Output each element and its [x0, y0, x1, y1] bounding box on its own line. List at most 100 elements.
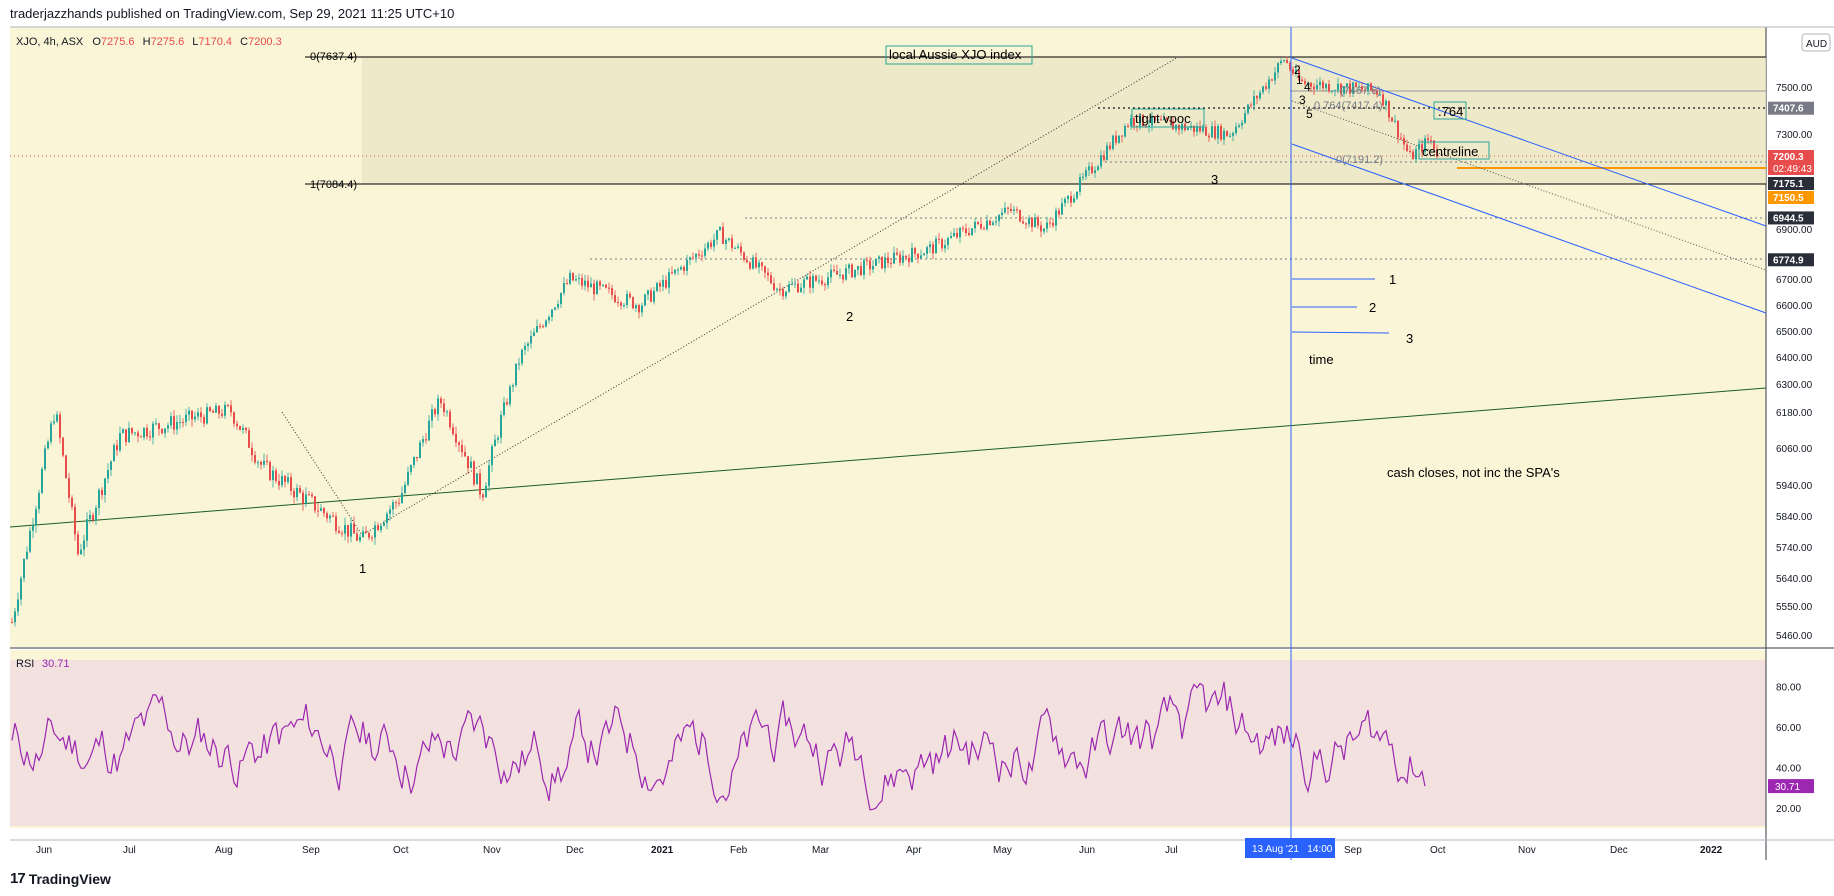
tradingview-logo-icon: 17	[10, 870, 26, 887]
fib-label-1: 1(7084.4)	[310, 179, 357, 191]
price-tick-0: 5460.00	[1776, 631, 1813, 642]
legend-high: 7275.6	[151, 36, 185, 48]
legend-low: 7170.4	[198, 36, 232, 48]
legend-symbol: XJO, 4h, ASX	[16, 36, 84, 48]
annotation-0-level: 0(7191.2)	[1336, 154, 1383, 166]
dotted-trendline	[281, 55, 1181, 536]
rsi-value-label: 30.71	[1775, 782, 1800, 793]
time-tick-13: Jul	[1165, 845, 1178, 856]
price-tick-8: 6300.00	[1776, 380, 1813, 391]
channel-lower	[1291, 143, 1767, 314]
legend-open: 7275.6	[101, 36, 135, 48]
price-tick-9: 6400.00	[1776, 353, 1813, 364]
annotation-centreline: centreline	[1422, 144, 1478, 159]
price-label-4: 6944.5	[1773, 213, 1804, 224]
price-labels: 7407.6 7200.3 7175.1 7150.5 6944.5 6774.9	[1768, 101, 1814, 267]
time-line-3	[1291, 331, 1390, 334]
annotation-time: time	[1309, 352, 1334, 367]
rsi-legend-label: RSI	[16, 658, 34, 670]
price-tick-2: 5640.00	[1776, 574, 1813, 585]
legend-close: 7200.3	[248, 36, 282, 48]
time-tick-8: Feb	[730, 845, 748, 856]
price-label-bg-2	[1768, 177, 1814, 190]
time-label-2: 2	[1369, 300, 1376, 315]
price-tick-12: 6700.00	[1776, 275, 1813, 286]
crosshair-date-badge	[1245, 838, 1335, 858]
wave-label-2: 2	[846, 309, 853, 324]
price-label-bg-4	[1768, 211, 1814, 225]
wave-label-top-5: 5	[1306, 107, 1313, 121]
annotation-7467-level: (7467.6)	[1340, 85, 1381, 97]
rsi-value-badge	[1768, 779, 1814, 794]
rsi-tick-3: 80.00	[1776, 682, 1801, 693]
time-tick-0: Jun	[36, 845, 52, 856]
time-tick-11: May	[993, 845, 1012, 856]
countdown-badge	[1768, 162, 1814, 175]
rsi-axis[interactable]: 20.00 40.00 60.00 80.00 30.71	[1768, 682, 1814, 815]
price-label-bg-3	[1768, 191, 1814, 204]
wave-label-top-3: 3	[1299, 93, 1306, 107]
annotation-box-centreline	[1418, 141, 1490, 160]
brand-name: TradingView	[28, 870, 111, 887]
time-tick-4: Oct	[393, 845, 409, 856]
wave-label-top-1: 1	[1296, 73, 1303, 87]
rsi-legend-value: 30.71	[42, 658, 70, 670]
annotation-box-xjo	[885, 45, 1033, 65]
price-axis[interactable]: 5460.00 5550.00 5640.00 5740.00 5840.00 5940.…	[1776, 83, 1813, 642]
wave-label-1: 1	[359, 561, 366, 576]
price-tick-1: 5550.00	[1776, 602, 1813, 613]
price-tick-4: 5840.00	[1776, 512, 1813, 523]
rsi-tick-1: 40.00	[1776, 763, 1801, 774]
price-tick-14: 7300.00	[1776, 130, 1813, 141]
price-label-5: 6774.9	[1773, 255, 1804, 266]
rsi-tick-0: 20.00	[1776, 804, 1801, 815]
price-label-3: 7150.5	[1773, 193, 1804, 204]
annotation-cash-closes: cash closes, not inc the SPA's	[1387, 465, 1560, 480]
fib-label-0: 0(7637.4)	[310, 51, 357, 63]
time-tick-9: Mar	[812, 845, 830, 856]
price-tick-11: 6600.00	[1776, 301, 1813, 312]
time-tick-6: Dec	[566, 845, 584, 856]
time-tick-2: Aug	[215, 845, 233, 856]
currency-label: AUD	[1806, 39, 1827, 50]
rsi-line	[11, 681, 1426, 811]
fib-zone	[362, 57, 1766, 184]
time-tick-5: Nov	[483, 845, 501, 856]
price-label-bg-5	[1768, 253, 1814, 267]
ohlc-legend: XJO, 4h, ASX O7275.6 H7275.6 L7170.4 C72…	[16, 36, 282, 48]
tradingview-footer: 17 TradingView	[10, 870, 111, 887]
time-tick-19: 2022	[1700, 845, 1723, 856]
time-tick-16: Oct	[1430, 845, 1446, 856]
price-tick-3: 5740.00	[1776, 543, 1813, 554]
price-tick-7: 6180.00	[1776, 408, 1813, 419]
price-tick-15: 7500.00	[1776, 83, 1813, 94]
time-tick-3: Sep	[302, 845, 320, 856]
wave-label-3: 3	[1211, 172, 1218, 187]
price-label-0: 7407.6	[1773, 104, 1804, 115]
price-tick-13: 6900.00	[1776, 225, 1813, 236]
wave-label-top-2: 2	[1294, 63, 1301, 77]
time-tick-10: Apr	[906, 845, 922, 856]
currency-badge[interactable]	[1801, 33, 1831, 52]
wave-label-top-4: 4	[1304, 80, 1311, 94]
price-label-bg-1	[1768, 150, 1814, 163]
annotation-local-xjo: local Aussie XJO index	[889, 47, 1022, 62]
time-tick-1: Jul	[123, 845, 136, 856]
time-tick-17: Nov	[1518, 845, 1536, 856]
svg-text:XJO, 4h, ASX O7275.6: XJO, 4h, ASX O7275.6 H7275.6 L7170.4 C72…	[16, 36, 282, 48]
annotation-box-764	[1433, 101, 1467, 120]
price-label-bg-0	[1768, 101, 1814, 115]
annotation-764-level: 0.764(7417.4)	[1314, 100, 1383, 112]
annotation-tight-vpoc: tight vpoc	[1135, 111, 1191, 126]
rsi-band	[10, 660, 1766, 826]
time-tick-12: Jun	[1079, 845, 1095, 856]
rsi-tick-2: 60.00	[1776, 723, 1801, 734]
time-label-3: 3	[1406, 331, 1413, 346]
price-tick-10: 6500.00	[1776, 327, 1813, 338]
time-tick-18: Dec	[1610, 845, 1628, 856]
annotation-box-vpoc	[1131, 108, 1205, 128]
time-tick-7: 2021	[651, 845, 674, 856]
time-axis[interactable]: Jun Jul Aug Sep Oct Nov Dec 2021 Feb Mar Apr May Jun…	[36, 845, 1723, 856]
time-label-1: 1	[1389, 272, 1396, 287]
